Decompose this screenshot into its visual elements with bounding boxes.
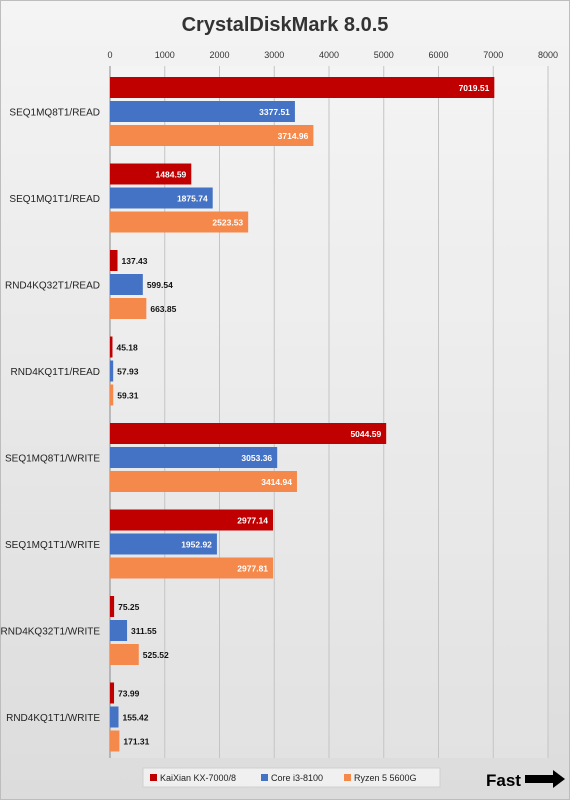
x-tick-label: 6000 — [428, 50, 448, 60]
bar-2 — [110, 706, 119, 728]
category-label: SEQ1MQ1T1/WRITE — [5, 540, 100, 551]
bar-3 — [110, 211, 249, 233]
data-label: 1952.92 — [181, 540, 212, 550]
category-label: SEQ1MQ8T1/WRITE — [5, 454, 100, 465]
data-label: 599.54 — [147, 280, 173, 290]
bar-2 — [110, 187, 213, 209]
data-label: 45.18 — [116, 343, 138, 353]
bar-1 — [110, 423, 387, 444]
x-tick-label: 1000 — [155, 50, 175, 60]
legend-swatch — [344, 774, 351, 781]
bar-2 — [110, 447, 278, 468]
data-label: 7019.51 — [459, 83, 490, 93]
chart-title: CrystalDiskMark 8.0.5 — [182, 14, 389, 36]
data-label: 75.25 — [118, 602, 140, 612]
data-label: 525.52 — [143, 650, 169, 660]
bar-3 — [110, 644, 139, 665]
category-label: RND4KQ1T1/READ — [11, 367, 100, 378]
bar-2 — [110, 620, 128, 641]
bar-2 — [110, 360, 114, 382]
data-label: 3414.94 — [261, 477, 292, 487]
data-label: 155.42 — [123, 713, 149, 723]
data-label: 59.31 — [117, 391, 139, 401]
category-label: SEQ1MQ1T1/READ — [9, 194, 100, 205]
bar-2 — [110, 101, 295, 122]
fast-annotation: Fast — [486, 771, 521, 790]
bar-1 — [110, 163, 192, 185]
category-label: RND4KQ32T1/WRITE — [1, 627, 101, 638]
bar-3 — [110, 125, 314, 146]
x-tick-label: 3000 — [264, 50, 284, 60]
bar-3 — [110, 471, 297, 492]
bar-3 — [110, 730, 120, 752]
data-label: 3377.51 — [259, 107, 290, 117]
data-label: 663.85 — [150, 304, 176, 314]
x-tick-label: 5000 — [374, 50, 394, 60]
bar-1 — [110, 250, 118, 271]
data-label: 2977.14 — [237, 516, 268, 526]
bar-3 — [110, 298, 147, 319]
data-label: 137.43 — [122, 256, 148, 266]
bar-1 — [110, 682, 115, 704]
bar-1 — [110, 77, 495, 98]
bar-1 — [110, 509, 273, 531]
category-label: RND4KQ1T1/WRITE — [6, 713, 100, 724]
data-label: 57.93 — [117, 367, 139, 377]
bar-2 — [110, 533, 217, 555]
legend-label: Core i3-8100 — [271, 773, 323, 783]
data-label: 171.31 — [123, 737, 149, 747]
category-label: SEQ1MQ8T1/READ — [9, 108, 100, 119]
data-label: 3714.96 — [278, 131, 309, 141]
data-label: 1484.59 — [156, 170, 187, 180]
legend-box — [142, 767, 441, 788]
legend-swatch — [150, 774, 157, 781]
bar-3 — [110, 557, 274, 579]
data-label: 1875.74 — [177, 194, 208, 204]
x-tick-label: 4000 — [319, 50, 339, 60]
data-label: 5044.59 — [350, 429, 381, 439]
category-label: RND4KQ32T1/READ — [5, 281, 100, 292]
data-label: 3053.36 — [241, 453, 272, 463]
bar-2 — [110, 274, 143, 295]
x-tick-label: 0 — [107, 50, 112, 60]
legend-label: KaiXian KX-7000/8 — [160, 773, 236, 783]
x-tick-label: 8000 — [538, 50, 558, 60]
data-label: 73.99 — [118, 689, 140, 699]
bar-3 — [110, 384, 114, 406]
x-tick-label: 2000 — [209, 50, 229, 60]
bar-1 — [110, 596, 115, 617]
legend-swatch — [261, 774, 268, 781]
legend-label: Ryzen 5 5600G — [354, 773, 417, 783]
data-label: 311.55 — [131, 626, 157, 636]
x-tick-label: 7000 — [483, 50, 503, 60]
arrow-right-icon — [525, 770, 565, 788]
data-label: 2523.53 — [212, 218, 243, 228]
data-label: 2977.81 — [237, 564, 268, 574]
bar-1 — [110, 336, 113, 358]
